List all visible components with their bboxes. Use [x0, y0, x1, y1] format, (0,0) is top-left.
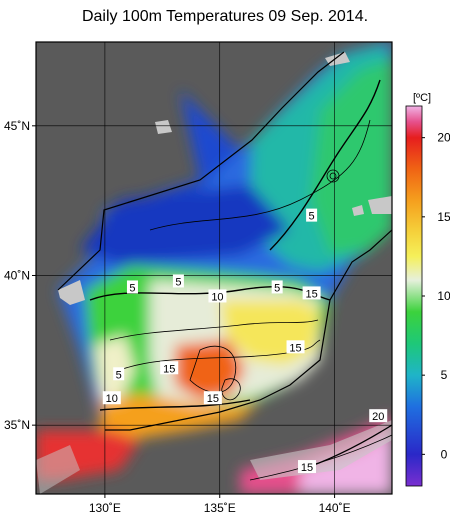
- contour-label: 15: [301, 462, 313, 474]
- colorbar-scale: [405, 105, 423, 487]
- lat-tick-label: 35˚N: [4, 418, 30, 432]
- contour-label: 5: [309, 211, 315, 223]
- colorbar-tick-label: 10: [437, 289, 450, 303]
- colorbar-tick-label: 0: [441, 447, 448, 461]
- latitude-ticks: 35˚N 40˚N 45˚N: [4, 119, 36, 432]
- contour-label: 5: [129, 282, 135, 294]
- missing-data-patches: [36, 52, 392, 494]
- contour-label: 10: [106, 393, 118, 405]
- contour-label: 15: [289, 342, 301, 354]
- lat-tick-label: 40˚N: [4, 268, 30, 282]
- colorbar: [ºC] 0 5 10 15 20: [405, 92, 450, 487]
- contour-label: 15: [163, 363, 175, 375]
- contour-label: 20: [372, 411, 384, 423]
- contour-label-layer: 5 5 5 10 5 15 5 15 10 15 15 20 15: [102, 208, 388, 474]
- contour-label-box: [369, 409, 388, 423]
- contour-label: 5: [274, 282, 280, 294]
- contour-label: 15: [305, 288, 317, 300]
- contour-label: 5: [116, 369, 122, 381]
- contour-label-box: [102, 391, 121, 405]
- colorbar-tick-label: 15: [437, 210, 450, 224]
- contour-label-box: [160, 361, 179, 375]
- colorbar-ticks: 0 5 10 15 20: [422, 131, 450, 461]
- colorbar-unit: [ºC]: [413, 92, 431, 104]
- graticule: [36, 42, 392, 494]
- contour-label: 15: [207, 393, 219, 405]
- contour-label-box: [302, 286, 321, 300]
- contour-lines: [57, 51, 392, 481]
- contour-label: 10: [211, 291, 223, 303]
- map-title: Daily 100m Temperatures 09 Sep. 2014.: [81, 8, 369, 25]
- contour-label-box: [203, 391, 222, 405]
- lon-tick-label: 135˚E: [204, 501, 236, 515]
- contour-label-box: [271, 280, 283, 294]
- contour-label-box: [172, 274, 184, 288]
- contour-label-box: [208, 289, 227, 303]
- contour-label-box: [298, 460, 317, 474]
- longitude-ticks: 130˚E 135˚E 140˚E: [89, 494, 351, 515]
- colorbar-tick-label: 20: [437, 131, 450, 145]
- colorbar-tick-label: 5: [441, 368, 448, 382]
- contour-label: 5: [175, 276, 181, 288]
- lat-tick-label: 45˚N: [4, 119, 30, 133]
- contour-label-box: [306, 208, 318, 222]
- contour-label-box: [113, 367, 125, 381]
- lon-tick-label: 140˚E: [319, 501, 351, 515]
- map-frame: [35, 41, 393, 495]
- contour-label-box: [126, 280, 138, 294]
- lon-tick-label: 130˚E: [89, 501, 121, 515]
- contour-label-box: [286, 340, 305, 354]
- map-plot-area: 5 5 5 10 5 15 5 15 10 15 15 20 15: [36, 42, 392, 494]
